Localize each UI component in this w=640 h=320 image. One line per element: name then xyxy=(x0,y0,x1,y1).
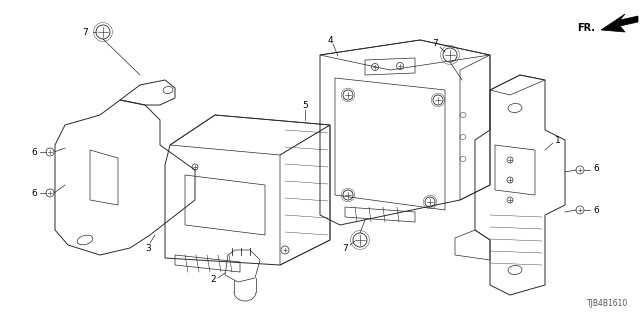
Text: 3: 3 xyxy=(145,244,151,252)
Text: 6: 6 xyxy=(593,205,599,214)
Text: 4: 4 xyxy=(327,36,333,44)
Polygon shape xyxy=(601,14,638,32)
Text: 6: 6 xyxy=(31,148,37,156)
Text: FR.: FR. xyxy=(577,23,595,33)
Text: 6: 6 xyxy=(31,188,37,197)
Text: 2: 2 xyxy=(210,276,216,284)
Text: 7: 7 xyxy=(82,28,88,36)
Text: 7: 7 xyxy=(342,244,348,252)
Text: 1: 1 xyxy=(555,135,561,145)
Text: 7: 7 xyxy=(432,38,438,47)
Text: TJB4B1610: TJB4B1610 xyxy=(587,299,628,308)
Text: 6: 6 xyxy=(593,164,599,172)
Text: 5: 5 xyxy=(302,100,308,109)
